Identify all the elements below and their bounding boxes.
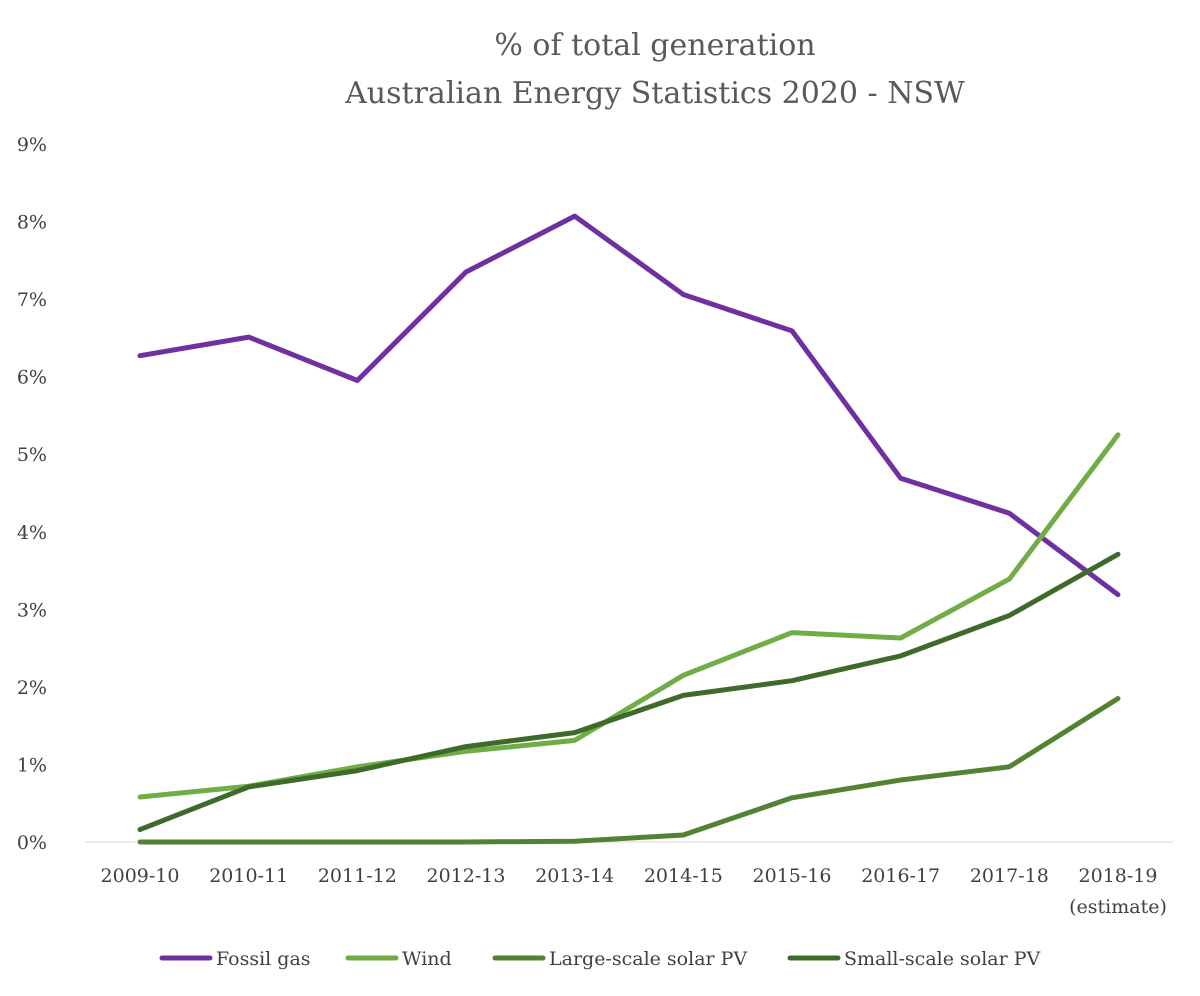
y-tick-label: 1% xyxy=(17,754,47,776)
chart-subtitle: Australian Energy Statistics 2020 - NSW xyxy=(344,76,965,111)
y-tick-label: 0% xyxy=(17,832,47,854)
legend-label: Fossil gas xyxy=(216,948,311,970)
y-axis: 0% 1% 2% 3% 4% 5% 6% 7% 8% 9% xyxy=(17,134,47,854)
x-tick-label: 2018-19 xyxy=(1079,865,1158,887)
y-tick-label: 8% xyxy=(17,212,47,234)
y-tick-label: 7% xyxy=(17,289,47,311)
series-line-fossil-gas xyxy=(137,213,1121,598)
series-line-large-scale-solar-pv xyxy=(137,696,1121,845)
y-tick-label: 4% xyxy=(17,522,47,544)
x-tick-label: 2014-15 xyxy=(644,865,723,887)
x-tick-note: (estimate) xyxy=(1069,896,1167,918)
x-tick-label: 2010-11 xyxy=(209,865,288,887)
y-tick-label: 9% xyxy=(17,134,47,156)
x-tick-label: 2011-12 xyxy=(318,865,397,887)
plot-area xyxy=(137,213,1121,845)
legend-label: Large-scale solar PV xyxy=(549,948,747,970)
x-axis: 2009-10 2010-11 2011-12 2012-13 2013-14 2014-… xyxy=(101,865,1167,918)
chart-title: % of total generation xyxy=(494,28,815,63)
series-line-small-scale-solar-pv xyxy=(137,551,1121,833)
y-tick-label: 6% xyxy=(17,367,47,389)
y-tick-label: 5% xyxy=(17,444,47,466)
legend-label: Small-scale solar PV xyxy=(844,948,1041,970)
x-tick-label: 2015-16 xyxy=(753,865,832,887)
x-tick-label: 2017-18 xyxy=(970,865,1049,887)
y-tick-label: 2% xyxy=(17,677,47,699)
legend-label: Wind xyxy=(402,948,452,970)
x-tick-label: 2009-10 xyxy=(101,865,180,887)
x-tick-label: 2016-17 xyxy=(861,865,940,887)
y-tick-label: 3% xyxy=(17,599,47,621)
x-tick-label: 2012-13 xyxy=(427,865,506,887)
series-line-wind xyxy=(137,432,1121,800)
legend: Fossil gas Wind Large-scale solar PV Small-… xyxy=(159,948,1041,970)
x-tick-label: 2013-14 xyxy=(535,865,614,887)
